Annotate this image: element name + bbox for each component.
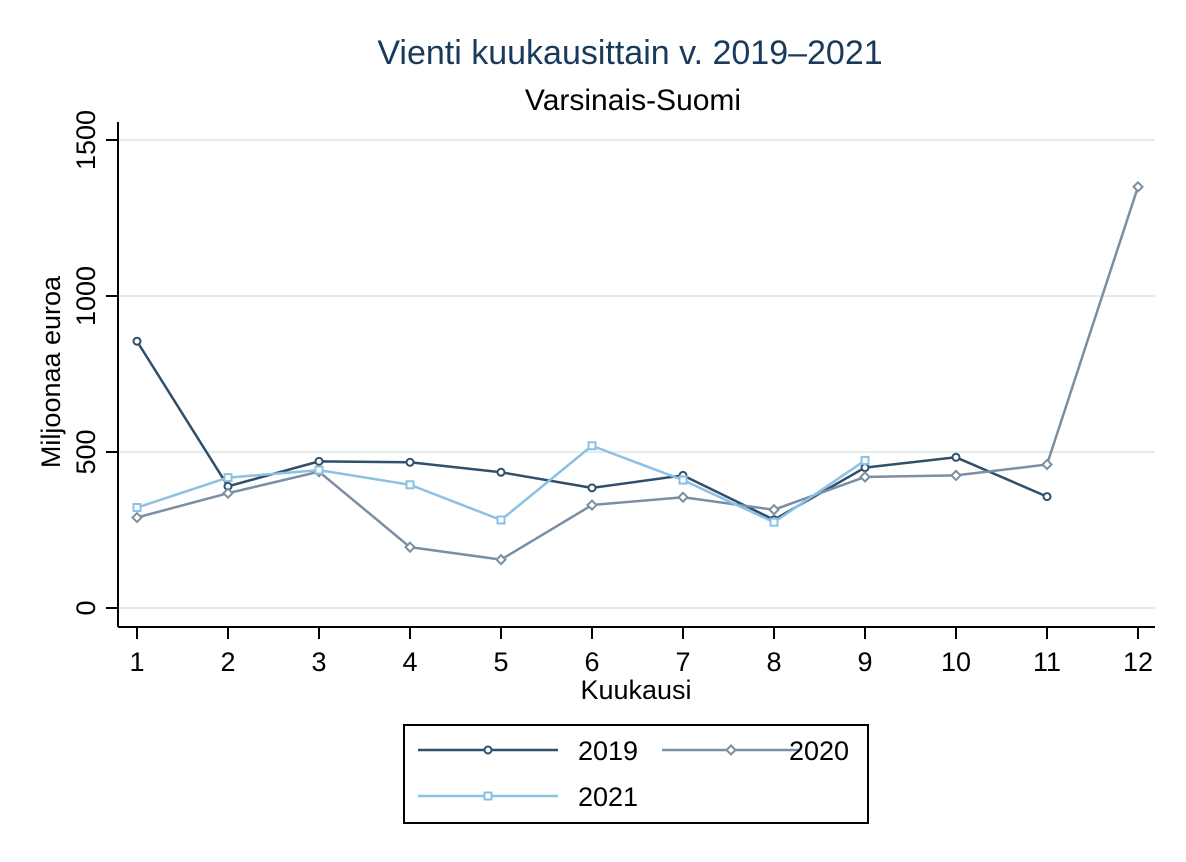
x-tick-label: 1	[129, 647, 144, 677]
chart-title: Vienti kuukausittain v. 2019–2021	[377, 34, 882, 72]
series-2020	[131, 180, 1144, 566]
x-tick-label: 5	[493, 647, 508, 677]
data-point-2019	[587, 483, 597, 493]
data-point-2019	[496, 467, 506, 477]
y-axis-title: Miljoonaa euroa	[36, 275, 66, 468]
data-point-2021	[769, 517, 779, 527]
data-point-2020	[586, 499, 598, 511]
series-line-2020	[136, 186, 1140, 561]
data-point-2019	[1042, 492, 1052, 502]
data-point-2021	[496, 515, 506, 525]
data-point-2019	[951, 452, 961, 462]
x-tick-label: 11	[1033, 647, 1061, 677]
x-axis-title: Kuukausi	[580, 675, 691, 705]
data-point-2021	[860, 455, 870, 465]
data-point-2020	[768, 503, 780, 516]
legend-label: 2020	[789, 736, 849, 766]
data-point-2019	[405, 457, 415, 467]
legend-item-2020: 2020	[662, 736, 849, 766]
legend-item-2019: 2019	[418, 736, 638, 766]
data-point-2020	[131, 511, 143, 524]
x-tick-label: 9	[857, 647, 872, 677]
y-tick-label: 1500	[71, 110, 101, 170]
x-ticks: 1 2 3 4 5 6 7 8 9 10 11 12	[129, 627, 1153, 677]
x-tick-label: 6	[584, 647, 599, 677]
chart-subtitle: Varsinais-Suomi	[525, 84, 741, 117]
data-point-2020	[950, 469, 962, 482]
data-point-2019	[860, 463, 870, 473]
series-group	[131, 180, 1144, 566]
data-point-2020	[1041, 458, 1053, 471]
series-2019	[132, 336, 1052, 525]
data-point-2020	[677, 491, 689, 504]
series-2021	[132, 441, 870, 527]
x-tick-label: 8	[766, 647, 781, 677]
x-tick-label: 2	[220, 647, 235, 677]
data-point-2021	[314, 465, 324, 475]
data-point-2021	[223, 473, 233, 483]
data-point-2019	[132, 336, 142, 346]
data-point-2020	[404, 541, 416, 554]
legend-marker	[725, 744, 737, 756]
axes	[117, 122, 1155, 628]
y-ticks: 0 500 1000 1500	[71, 110, 118, 616]
data-point-2021	[405, 480, 415, 490]
data-point-2021	[132, 503, 142, 513]
data-point-2020	[495, 553, 507, 566]
gridlines	[118, 139, 1155, 609]
x-tick-label: 4	[402, 647, 417, 677]
series-line-2019	[135, 340, 1048, 521]
data-point-2020	[222, 487, 234, 500]
data-point-2019	[314, 456, 324, 466]
legend-box	[403, 724, 869, 824]
legend: 2019 2020 2021	[403, 724, 869, 824]
legend-label: 2019	[578, 736, 638, 766]
x-tick-label: 12	[1123, 647, 1153, 677]
x-tick-label: 10	[941, 647, 971, 677]
x-tick-label: 3	[311, 647, 326, 677]
y-tick-label: 1000	[71, 266, 101, 326]
legend-item-2021: 2021	[418, 782, 638, 812]
data-point-2021	[587, 441, 597, 451]
x-tick-label: 7	[675, 647, 690, 677]
y-tick-label: 0	[71, 600, 101, 615]
data-point-2020	[859, 471, 871, 483]
data-point-2020	[1132, 180, 1144, 193]
legend-marker	[483, 745, 493, 755]
legend-label: 2021	[578, 782, 638, 812]
data-point-2021	[678, 475, 688, 485]
legend-marker	[483, 791, 493, 801]
y-tick-label: 500	[71, 429, 101, 474]
